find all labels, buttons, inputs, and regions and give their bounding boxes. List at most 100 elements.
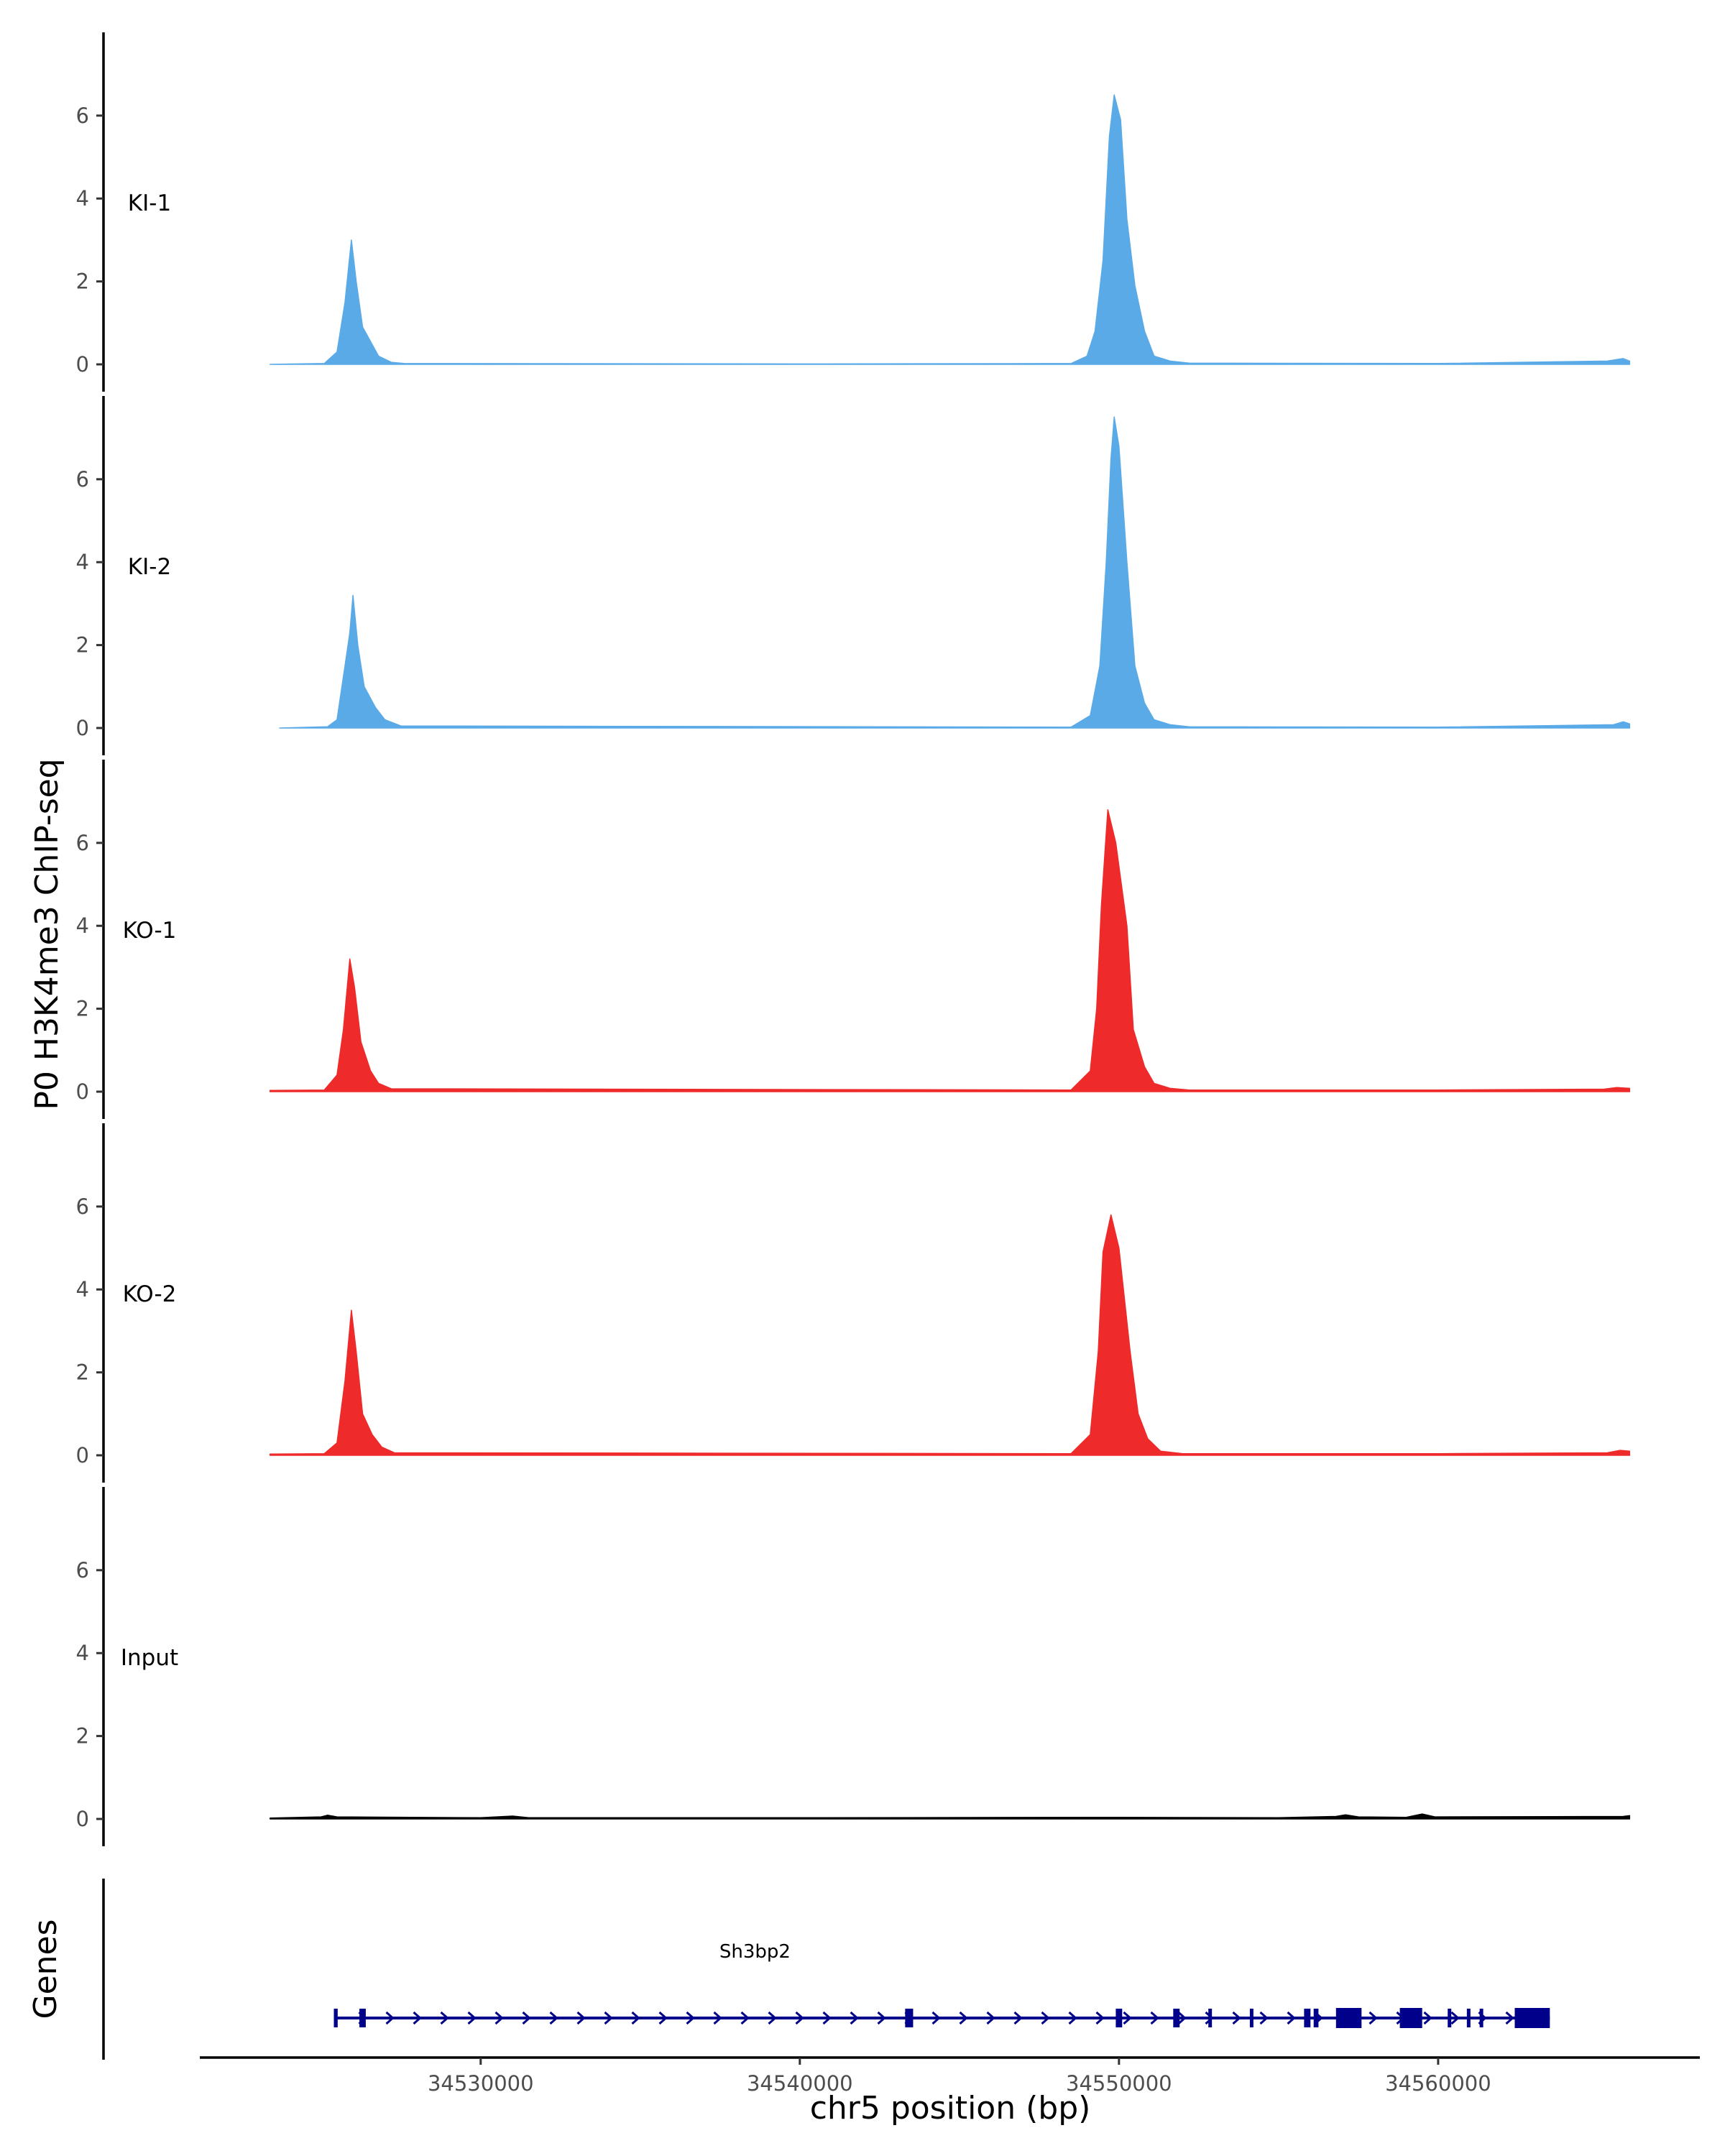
strand-arrow: [631, 2011, 640, 2025]
exon: [359, 2009, 366, 2027]
strand-arrow: [713, 2011, 722, 2025]
strand-arrow: [740, 2011, 750, 2025]
y-tick-label: 4: [76, 186, 89, 211]
strand-arrow: [850, 2011, 859, 2025]
exon: [1514, 2008, 1550, 2028]
y-tick-label: 0: [76, 352, 89, 377]
exon: [1313, 2009, 1319, 2027]
signal-area: [279, 416, 1631, 729]
strand-arrow: [522, 2011, 531, 2025]
y-axis-title: P0 H3K4me3 ChIP-seq: [29, 758, 65, 1110]
gene-name-label: Sh3bp2: [719, 1941, 791, 1963]
y-tick-label: 0: [76, 716, 89, 740]
strand-arrow: [768, 2011, 777, 2025]
strand-arrow: [1013, 2011, 1023, 2025]
strand-arrow: [1232, 2011, 1241, 2025]
signal-area: [269, 808, 1631, 1092]
strand-arrow: [1259, 2011, 1269, 2025]
strand-arrow: [1368, 2011, 1378, 2025]
strand-arrow: [385, 2011, 395, 2025]
y-tick-label: 4: [76, 550, 89, 574]
gene-track: Genes Sh3bp2: [27, 1879, 1550, 2060]
exon: [1466, 2009, 1471, 2027]
gene-track-title: Genes: [27, 1919, 64, 2019]
x-axis: 34530000 34540000 34550000 34560000: [200, 2056, 1700, 2096]
strand-arrow: [467, 2011, 477, 2025]
strand-arrow: [1423, 2011, 1432, 2025]
strand-arrow: [1287, 2011, 1296, 2025]
signal-area: [269, 1214, 1631, 1456]
x-tick-label: 34550000: [1066, 2071, 1172, 2096]
strand-arrow: [1450, 2011, 1460, 2025]
track-label: KO-1: [123, 918, 177, 944]
y-tick-label: 2: [76, 1724, 89, 1749]
track-label: KI-2: [128, 554, 171, 580]
strand-arrow: [440, 2011, 449, 2025]
y-tick-label: 6: [76, 1558, 89, 1583]
x-tick-label: 34560000: [1385, 2071, 1491, 2096]
y-tick-label: 6: [76, 831, 89, 855]
strand-arrow: [822, 2011, 832, 2025]
strand-arrow: [658, 2011, 668, 2025]
strand-arrow: [686, 2011, 695, 2025]
exon: [1304, 2009, 1311, 2027]
strand-arrow: [1123, 2011, 1132, 2025]
y-tick-label: 6: [76, 1194, 89, 1219]
y-tick-label: 4: [76, 913, 89, 938]
strand-arrow: [959, 2011, 968, 2025]
tracks-group: 0 2 4 6 KI-1 0 2 4 6 KI-2 0 2 4 6 KO-1 0 2 4 6 KO-2 0 2 4 6 Inpu…: [76, 32, 1631, 1846]
y-tick-label: 2: [76, 997, 89, 1021]
track-label: Input: [121, 1645, 178, 1671]
strand-arrow: [1177, 2011, 1187, 2025]
y-tick-label: 6: [76, 103, 89, 128]
y-tick-label: 0: [76, 1079, 89, 1104]
exon: [334, 2009, 338, 2027]
exon: [1335, 2008, 1362, 2028]
strand-arrow: [1205, 2011, 1214, 2025]
y-tick-label: 6: [76, 467, 89, 492]
track-ki-2: 0 2 4 6 KI-2: [76, 396, 1631, 755]
track-label: KO-2: [123, 1281, 177, 1307]
track-ko-1: 0 2 4 6 KO-1: [76, 760, 1631, 1119]
strand-arrow: [494, 2011, 504, 2025]
strand-arrow: [932, 2011, 941, 2025]
strand-arrow: [795, 2011, 804, 2025]
strand-arrow: [549, 2011, 558, 2025]
x-tick-label: 34540000: [747, 2071, 853, 2096]
y-tick-label: 0: [76, 1807, 89, 1831]
x-axis-title: chr5 position (bp): [810, 2090, 1091, 2127]
strand-arrow: [1150, 2011, 1159, 2025]
strand-arrow: [1505, 2011, 1514, 2025]
strand-arrow: [604, 2011, 613, 2025]
exon: [1208, 2009, 1213, 2027]
track-ki-1: 0 2 4 6 KI-1: [76, 32, 1631, 392]
x-tick-label: 34530000: [428, 2071, 534, 2096]
strand-arrow: [1041, 2011, 1050, 2025]
gene-sh3bp2: Sh3bp2: [334, 1941, 1550, 2028]
exon: [1249, 2009, 1254, 2027]
strand-arrow: [877, 2011, 886, 2025]
y-tick-label: 2: [76, 270, 89, 294]
exon: [1116, 2009, 1123, 2027]
strand-arrow: [576, 2011, 586, 2025]
signal-area: [269, 1813, 1631, 1820]
exon: [1479, 2009, 1484, 2027]
exon: [905, 2009, 914, 2027]
exon: [1448, 2009, 1452, 2027]
track-ko-2: 0 2 4 6 KO-2: [76, 1123, 1631, 1483]
exon: [1399, 2008, 1422, 2028]
signal-area: [269, 94, 1631, 365]
strand-arrow: [1068, 2011, 1077, 2025]
strand-arrow: [413, 2011, 422, 2025]
y-tick-label: 4: [76, 1641, 89, 1665]
y-tick-label: 4: [76, 1277, 89, 1302]
strand-arrow: [986, 2011, 995, 2025]
y-tick-label: 2: [76, 633, 89, 658]
track-input: 0 2 4 6 Input: [76, 1487, 1631, 1846]
exon: [1173, 2009, 1180, 2027]
strand-arrow: [1095, 2011, 1105, 2025]
track-label: KI-1: [128, 190, 171, 216]
y-tick-label: 0: [76, 1443, 89, 1468]
y-tick-label: 2: [76, 1360, 89, 1385]
